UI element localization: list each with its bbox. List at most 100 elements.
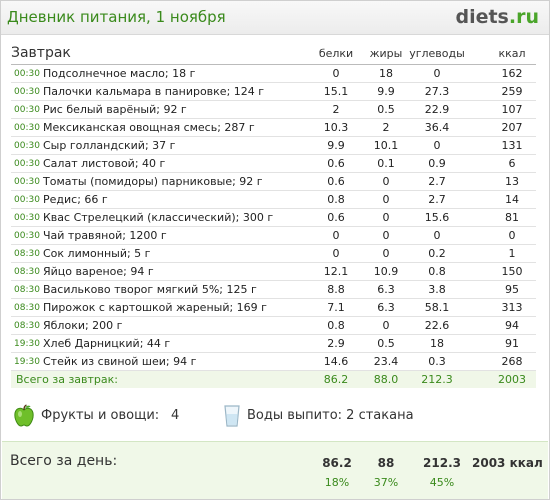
- water-label: Воды выпито: 2 стакана: [247, 408, 414, 423]
- food-carbs: 58.1: [424, 301, 450, 314]
- food-time: 00:30: [14, 213, 40, 223]
- food-fat: 0.1: [377, 157, 395, 170]
- food-carbs: 15.6: [424, 211, 450, 224]
- food-time: 08:30: [14, 303, 40, 313]
- food-row[interactable]: 19:30 Стейк из свиной шеи; 94 г 14.6 23.4 0.…: [11, 353, 536, 371]
- food-time: 00:30: [14, 141, 40, 151]
- food-name: Сок лимонный; 5 г: [43, 247, 151, 260]
- fruits-label: Фрукты и овощи:: [41, 408, 160, 423]
- food-protein: 2.9: [327, 337, 345, 350]
- food-kcal: 0: [508, 229, 516, 242]
- logo-tld: .ru: [508, 6, 539, 28]
- food-protein: 0.8: [327, 319, 345, 332]
- food-name: Хлеб Дарницкий; 44 г: [43, 337, 171, 350]
- food-row[interactable]: 00:30 Редис; 66 г 0.8 0 2.7 14: [11, 191, 536, 209]
- food-carbs: 27.3: [424, 85, 450, 98]
- food-protein: 12.1: [323, 265, 349, 278]
- food-kcal: 162: [501, 67, 523, 80]
- food-time: 08:30: [14, 321, 40, 331]
- food-fat: 2: [382, 121, 390, 134]
- extras-bar: Фрукты и овощи: 4 Воды выпито: 2 стакана: [11, 403, 536, 433]
- food-carbs: 2.7: [428, 175, 446, 188]
- meal-total-kcal: 2003: [498, 373, 526, 386]
- food-time: 08:30: [14, 285, 40, 295]
- food-name: Редис; 66 г: [43, 193, 108, 206]
- food-time: 00:30: [14, 231, 40, 241]
- food-time: 00:30: [14, 105, 40, 115]
- food-fat: 0.5: [377, 337, 395, 350]
- food-row[interactable]: 00:30 Чай травяной; 1200 г 0 0 0 0: [11, 227, 536, 245]
- food-carbs: 22.6: [424, 319, 450, 332]
- food-fat: 0: [382, 247, 390, 260]
- food-row[interactable]: 00:30 Рис белый варёный; 92 г 2 0.5 22.9 107: [11, 101, 536, 119]
- food-fat: 0: [382, 319, 390, 332]
- food-name: Яблоки; 200 г: [43, 319, 123, 332]
- food-kcal: 6: [508, 157, 516, 170]
- food-kcal: 268: [501, 355, 523, 368]
- food-name: Яйцо вареное; 94 г: [43, 265, 154, 278]
- food-kcal: 94: [505, 319, 519, 332]
- food-row[interactable]: 00:30 Сыр голландский; 37 г 9.9 10.1 0 131: [11, 137, 536, 155]
- food-carbs: 0: [433, 229, 441, 242]
- food-row[interactable]: 00:30 Томаты (помидоры) парниковые; 92 г 0…: [11, 173, 536, 191]
- food-row[interactable]: 08:30 Яблоки; 200 г 0.8 0 22.6 94: [11, 317, 536, 335]
- food-fat: 18: [379, 67, 393, 80]
- food-protein: 0: [332, 67, 340, 80]
- food-carbs: 36.4: [424, 121, 450, 134]
- day-carbs-percent: 45%: [429, 476, 455, 489]
- column-header-kcal: ккал: [498, 47, 526, 60]
- food-kcal: 207: [501, 121, 523, 134]
- meal-total-fat: 88.0: [373, 373, 399, 386]
- food-row[interactable]: 08:30 Пирожок с картошкой жареный; 169 г 7…: [11, 299, 536, 317]
- food-protein: 10.3: [323, 121, 349, 134]
- food-time: 00:30: [14, 177, 40, 187]
- food-time: 08:30: [14, 249, 40, 259]
- food-carbs: 18: [430, 337, 444, 350]
- food-name: Васильково творог мягкий 5%; 125 г: [43, 283, 257, 296]
- food-row[interactable]: 00:30 Подсолнечное масло; 18 г 0 18 0 162: [11, 65, 536, 83]
- food-fat: 0: [382, 211, 390, 224]
- food-fat: 0.5: [377, 103, 395, 116]
- food-row[interactable]: 00:30 Салат листовой; 40 г 0.6 0.1 0.9 6: [11, 155, 536, 173]
- meal-divider: [11, 64, 536, 65]
- food-row[interactable]: 00:30 Палочки кальмара в панировке; 124 г…: [11, 83, 536, 101]
- food-name: Томаты (помидоры) парниковые; 92 г: [43, 175, 263, 188]
- day-total-label: Всего за день:: [10, 453, 118, 469]
- food-time: 00:30: [14, 159, 40, 169]
- site-logo[interactable]: diets.ru: [455, 6, 539, 28]
- food-row[interactable]: 00:30 Квас Стрелецкий (классический); 300…: [11, 209, 536, 227]
- food-kcal: 259: [501, 85, 523, 98]
- food-protein: 0.6: [327, 175, 345, 188]
- logo-main: diets: [455, 6, 509, 28]
- food-row[interactable]: 08:30 Сок лимонный; 5 г 0 0 0.2 1: [11, 245, 536, 263]
- food-name: Палочки кальмара в панировке; 124 г: [43, 85, 265, 98]
- food-name: Мексиканская овощная смесь; 287 г: [43, 121, 255, 134]
- food-fat: 23.4: [373, 355, 399, 368]
- page-title: Дневник питания, 1 ноября: [7, 8, 226, 26]
- day-protein-percent: 18%: [324, 476, 350, 489]
- meal-total-label: Всего за завтрак:: [16, 373, 119, 386]
- food-fat: 9.9: [377, 85, 395, 98]
- day-total-protein: 86.2: [322, 456, 352, 470]
- food-carbs: 0.2: [428, 247, 446, 260]
- food-protein: 0.6: [327, 211, 345, 224]
- food-name: Рис белый варёный; 92 г: [43, 103, 187, 116]
- food-kcal: 91: [505, 337, 519, 350]
- food-time: 00:30: [14, 87, 40, 97]
- food-row[interactable]: 08:30 Яйцо вареное; 94 г 12.1 10.9 0.8 150: [11, 263, 536, 281]
- column-header-fat: жиры: [369, 47, 403, 60]
- day-total-panel: Всего за день: 86.2 88 212.3 2003 ккал 1…: [2, 441, 548, 499]
- food-row[interactable]: 08:30 Васильково творог мягкий 5%; 125 г 8…: [11, 281, 536, 299]
- food-fat: 6.3: [377, 283, 395, 296]
- meal-total-row: Всего за завтрак: 86.2 88.0 212.3 2003: [11, 371, 536, 388]
- food-row[interactable]: 19:30 Хлеб Дарницкий; 44 г 2.9 0.5 18 91: [11, 335, 536, 353]
- food-name: Стейк из свиной шеи; 94 г: [43, 355, 197, 368]
- food-kcal: 107: [501, 103, 523, 116]
- day-total-kcal: 2003 ккал: [472, 456, 543, 470]
- food-carbs: 3.8: [428, 283, 446, 296]
- food-protein: 0: [332, 229, 340, 242]
- food-fat: 0: [382, 193, 390, 206]
- food-protein: 14.6: [323, 355, 349, 368]
- food-row[interactable]: 00:30 Мексиканская овощная смесь; 287 г 10…: [11, 119, 536, 137]
